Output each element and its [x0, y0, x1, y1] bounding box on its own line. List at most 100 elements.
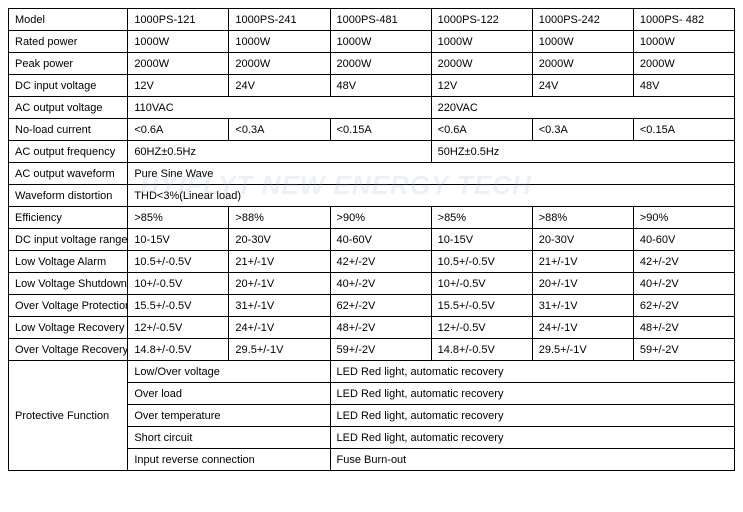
row-ac-output-voltage: AC output voltage 110VAC 220VAC — [9, 97, 735, 119]
row-rated-power: Rated power 1000W 1000W 1000W 1000W 1000… — [9, 31, 735, 53]
cell: 40+/-2V — [633, 273, 734, 295]
cell: 12+/-0.5V — [128, 317, 229, 339]
cell: 15.5+/-0.5V — [128, 295, 229, 317]
cell: <0.15A — [633, 119, 734, 141]
cell: 1000W — [330, 31, 431, 53]
protective-status: LED Red light, automatic recovery — [330, 383, 734, 405]
cell: 1000W — [128, 31, 229, 53]
header-m3: 1000PS-122 — [431, 9, 532, 31]
cell: 15.5+/-0.5V — [431, 295, 532, 317]
cell-span: 50HZ±0.5Hz — [431, 141, 734, 163]
row-over-voltage-protection: Over Voltage Protection 15.5+/-0.5V 31+/… — [9, 295, 735, 317]
protective-type: Short circuit — [128, 427, 330, 449]
cell: 14.8+/-0.5V — [128, 339, 229, 361]
row-label: No-load current — [9, 119, 128, 141]
cell: 1000W — [633, 31, 734, 53]
row-label: AC output waveform — [9, 163, 128, 185]
row-low-voltage-alarm: Low Voltage Alarm 10.5+/-0.5V 21+/-1V 42… — [9, 251, 735, 273]
cell: 31+/-1V — [532, 295, 633, 317]
row-low-voltage-shutdown: Low Voltage Shutdown 10+/-0.5V 20+/-1V 4… — [9, 273, 735, 295]
protective-type: Over load — [128, 383, 330, 405]
cell: 2000W — [128, 53, 229, 75]
cell: 1000W — [431, 31, 532, 53]
cell: 40-60V — [633, 229, 734, 251]
cell-span: 60HZ±0.5Hz — [128, 141, 431, 163]
header-m2: 1000PS-481 — [330, 9, 431, 31]
cell: 12+/-0.5V — [431, 317, 532, 339]
cell-span: 110VAC — [128, 97, 431, 119]
row-dc-input-voltage: DC input voltage 12V 24V 48V 12V 24V 48V — [9, 75, 735, 97]
header-label: Model — [9, 9, 128, 31]
row-label: Low Voltage Shutdown — [9, 273, 128, 295]
cell: 2000W — [532, 53, 633, 75]
cell: 40-60V — [330, 229, 431, 251]
row-ac-output-frequency: AC output frequency 60HZ±0.5Hz 50HZ±0.5H… — [9, 141, 735, 163]
row-label: DC input voltage — [9, 75, 128, 97]
cell: 10+/-0.5V — [431, 273, 532, 295]
cell: >90% — [633, 207, 734, 229]
row-label: Low Voltage Recovery — [9, 317, 128, 339]
cell: 21+/-1V — [229, 251, 330, 273]
row-no-load-current: No-load current <0.6A <0.3A <0.15A <0.6A… — [9, 119, 735, 141]
cell: 29.5+/-1V — [229, 339, 330, 361]
cell: 12V — [431, 75, 532, 97]
cell: 10.5+/-0.5V — [431, 251, 532, 273]
cell: 2000W — [633, 53, 734, 75]
cell: >88% — [532, 207, 633, 229]
row-label: DC input voltage range — [9, 229, 128, 251]
header-m1: 1000PS-241 — [229, 9, 330, 31]
protective-type: Low/Over voltage — [128, 361, 330, 383]
protective-status: LED Red light, automatic recovery — [330, 427, 734, 449]
protective-type: Input reverse connection — [128, 449, 330, 471]
cell: 2000W — [229, 53, 330, 75]
cell: 20-30V — [532, 229, 633, 251]
header-m5: 1000PS- 482 — [633, 9, 734, 31]
cell: 1000W — [229, 31, 330, 53]
row-protective-0: Protective Function Low/Over voltage LED… — [9, 361, 735, 383]
cell: 20+/-1V — [229, 273, 330, 295]
cell: 42+/-2V — [633, 251, 734, 273]
cell: 48+/-2V — [330, 317, 431, 339]
cell: 10.5+/-0.5V — [128, 251, 229, 273]
cell: 20+/-1V — [532, 273, 633, 295]
row-label: AC output voltage — [9, 97, 128, 119]
cell: 12V — [128, 75, 229, 97]
row-dc-input-range: DC input voltage range 10-15V 20-30V 40-… — [9, 229, 735, 251]
cell-span: Pure Sine Wave — [128, 163, 735, 185]
cell: 24V — [229, 75, 330, 97]
protective-status: LED Red light, automatic recovery — [330, 405, 734, 427]
cell: 40+/-2V — [330, 273, 431, 295]
table-header-row: Model 1000PS-121 1000PS-241 1000PS-481 1… — [9, 9, 735, 31]
cell: >85% — [431, 207, 532, 229]
row-label: Low Voltage Alarm — [9, 251, 128, 273]
row-label: AC output frequency — [9, 141, 128, 163]
cell: >90% — [330, 207, 431, 229]
row-label: Over Voltage Protection — [9, 295, 128, 317]
cell: 1000W — [532, 31, 633, 53]
cell: 2000W — [431, 53, 532, 75]
cell: 21+/-1V — [532, 251, 633, 273]
cell: 10+/-0.5V — [128, 273, 229, 295]
cell: 20-30V — [229, 229, 330, 251]
row-peak-power: Peak power 2000W 2000W 2000W 2000W 2000W… — [9, 53, 735, 75]
protective-status: LED Red light, automatic recovery — [330, 361, 734, 383]
cell: <0.3A — [532, 119, 633, 141]
header-m0: 1000PS-121 — [128, 9, 229, 31]
row-label: Over Voltage Recovery — [9, 339, 128, 361]
cell: 31+/-1V — [229, 295, 330, 317]
row-ac-output-waveform: AC output waveform Pure Sine Wave — [9, 163, 735, 185]
cell: 42+/-2V — [330, 251, 431, 273]
cell: 62+/-2V — [633, 295, 734, 317]
protective-status: Fuse Burn-out — [330, 449, 734, 471]
row-label: Peak power — [9, 53, 128, 75]
cell: 59+/-2V — [633, 339, 734, 361]
protective-label: Protective Function — [9, 361, 128, 471]
protective-type: Over temperature — [128, 405, 330, 427]
row-efficiency: Efficiency >85% >88% >90% >85% >88% >90% — [9, 207, 735, 229]
row-label: Efficiency — [9, 207, 128, 229]
cell: <0.6A — [431, 119, 532, 141]
cell: 2000W — [330, 53, 431, 75]
row-low-voltage-recovery: Low Voltage Recovery 12+/-0.5V 24+/-1V 4… — [9, 317, 735, 339]
cell: 10-15V — [128, 229, 229, 251]
cell: <0.15A — [330, 119, 431, 141]
